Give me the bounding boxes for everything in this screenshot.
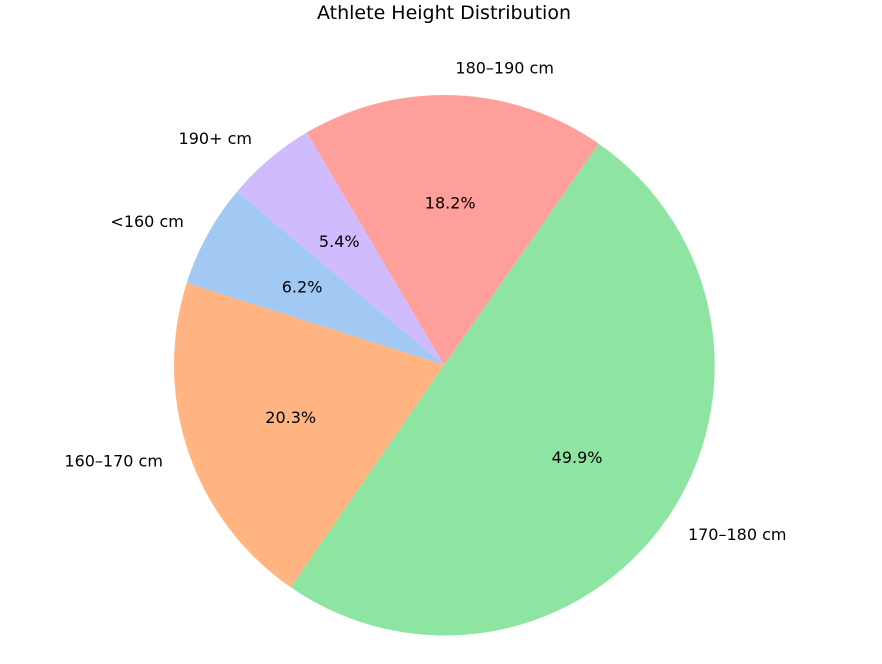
pie-slice-3 [306,94,599,366]
chart-title: Athlete Height Distribution [317,2,571,24]
pie-slice-2 [290,143,715,636]
slice-category-label: 190+ cm [179,129,252,148]
slice-category-label: <160 cm [110,212,183,231]
slice-category-label: 160–170 cm [64,452,163,471]
slice-percent-label: 49.9% [552,448,603,467]
slice-percent-label: 6.2% [282,277,323,296]
pie-slice-1 [173,283,445,588]
pie-slices [173,94,715,636]
slice-percent-label: 18.2% [425,194,476,213]
slice-percent-label: 5.4% [319,232,360,251]
pie-slice-0 [186,191,444,365]
pie-slice-4 [237,132,444,365]
pie-labels: 6.2% <160 cm 20.3% 160–170 cm 49.9% 170–180 c… [64,59,786,544]
slice-category-label: 170–180 cm [688,525,787,544]
slice-percent-label: 20.3% [265,408,316,427]
slice-category-label: 180–190 cm [455,59,554,78]
